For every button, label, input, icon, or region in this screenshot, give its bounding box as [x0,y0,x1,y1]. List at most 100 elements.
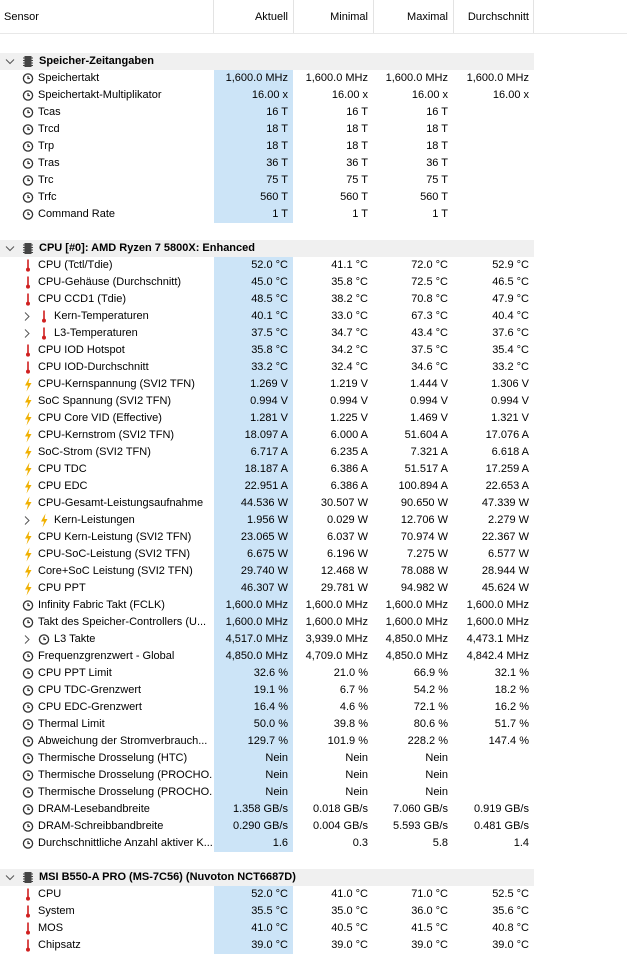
sensor-row[interactable]: SoC Spannung (SVI2 TFN) 0.994 V 0.994 V 0.9… [0,393,627,410]
sensor-row[interactable]: CPU PPT 46.307 W 29.781 W 94.982 W 45.624 W [0,580,627,597]
sensor-row[interactable]: CPU EDC 22.951 A 6.386 A 100.894 A 22.653 A [0,478,627,495]
clock-icon [22,87,36,104]
value-maximum: 41.5 °C [411,922,448,934]
value-current: 35.8 °C [214,342,293,359]
value-minimum: 39.8 % [333,718,368,730]
sensor-row[interactable]: Abweichung der Stromverbrauch... 129.7 % 1… [0,733,627,750]
sensor-row[interactable]: Speichertakt-Multiplikator 16.00 x 16.00 x… [0,87,627,104]
sensor-row[interactable]: Tcas 16 T 16 T 16 T [0,104,627,121]
sensor-row[interactable]: L3-Temperaturen 37.5 °C 34.7 °C 43.4 °C 37.6… [0,325,627,342]
sensor-row[interactable]: CPU Core VID (Effective) 1.281 V 1.225 V 1.… [0,410,627,427]
sensor-row[interactable]: CPU TDC 18.187 A 6.386 A 51.517 A 17.259 A [0,461,627,478]
value-maximum: 5.8 [432,837,448,849]
sensor-row[interactable]: SoC-Strom (SVI2 TFN) 6.717 A 6.235 A 7.321 … [0,444,627,461]
value-average: 17.259 A [485,463,529,475]
value-maximum: 1.469 V [410,412,448,424]
value-current: 44.536 W [214,495,293,512]
sensor-row[interactable]: CPU CCD1 (Tdie) 48.5 °C 38.2 °C 70.8 °C 47.9… [0,291,627,308]
sensor-row[interactable]: Tras 36 T 36 T 36 T [0,155,627,172]
lightning-icon [22,393,36,410]
value-maximum: 72.5 °C [411,276,448,288]
value-maximum: 36 T [426,157,448,169]
sensor-row[interactable]: Trcd 18 T 18 T 18 T [0,121,627,138]
value-maximum: 1,600.0 MHz [385,599,448,611]
sensor-row[interactable]: CPU 52.0 °C 41.0 °C 71.0 °C 52.5 °C [0,886,627,903]
sensor-row[interactable]: Trc 75 T 75 T 75 T [0,172,627,189]
sensor-row[interactable]: MOS 41.0 °C 40.5 °C 41.5 °C 40.8 °C [0,920,627,937]
sensor-row[interactable]: Thermische Drosselung (HTC) Nein Nein Nein [0,750,627,767]
chevron-down-icon[interactable] [4,240,16,257]
chevron-right-icon[interactable] [21,631,33,648]
sensor-row[interactable]: Takt des Speicher-Controllers (U... 1,600… [0,614,627,631]
clock-icon [22,784,36,801]
sensor-group-header[interactable]: CPU [#0]: AMD Ryzen 7 5800X: Enhanced [0,240,627,257]
chevron-down-icon[interactable] [4,53,16,70]
lightning-icon [22,495,36,512]
column-header-minimum[interactable]: Minimal [330,11,368,23]
value-minimum: 6.037 W [327,531,368,543]
sensor-row[interactable]: Speichertakt 1,600.0 MHz 1,600.0 MHz 1,600.… [0,70,627,87]
sensor-row[interactable]: CPU (Tctl/Tdie) 52.0 °C 41.1 °C 72.0 °C 52.9… [0,257,627,274]
sensor-row[interactable]: CPU-Gehäuse (Durchschnitt) 45.0 °C 35.8 °C… [0,274,627,291]
value-current: 33.2 °C [214,359,293,376]
value-maximum: 7.321 A [410,446,448,458]
sensor-row[interactable]: Frequenzgrenzwert - Global 4,850.0 MHz 4,7… [0,648,627,665]
sensor-label: Durchschnittliche Anzahl aktiver K... [38,837,212,849]
sensor-row[interactable]: CPU EDC-Grenzwert 16.4 % 4.6 % 72.1 % 16.2 % [0,699,627,716]
value-minimum: 16.00 x [331,89,368,101]
sensor-row[interactable]: Trp 18 T 18 T 18 T [0,138,627,155]
sensor-row[interactable]: Thermische Drosselung (PROCHO... Nein Nein… [0,784,627,801]
lightning-icon [22,546,36,563]
column-header-average[interactable]: Durchschnitt [467,11,529,23]
sensor-label: DRAM-Lesebandbreite [38,803,150,815]
sensor-row[interactable]: CPU IOD Hotspot 35.8 °C 34.2 °C 37.5 °C 35.4… [0,342,627,359]
value-average: 51.7 % [494,718,529,730]
sensor-row[interactable]: CPU IOD-Durchschnitt 33.2 °C 32.4 °C 34.6 °… [0,359,627,376]
sensor-row[interactable]: Core+SoC Leistung (SVI2 TFN) 29.740 W 12.4… [0,563,627,580]
value-maximum: Nein [425,752,448,764]
chevron-down-icon[interactable] [4,869,16,886]
sensor-row[interactable]: L3 Takte 4,517.0 MHz 3,939.0 MHz 4,850.0 MH… [0,631,627,648]
sensor-row[interactable]: System 35.5 °C 35.0 °C 36.0 °C 35.6 °C [0,903,627,920]
sensor-row[interactable]: DRAM-Schreibbandbreite 0.290 GB/s 0.004 GB… [0,818,627,835]
sensor-row[interactable]: Kern-Leistungen 1.956 W 0.029 W 12.706 W 2.2… [0,512,627,529]
value-minimum: 21.0 % [333,667,368,679]
chevron-right-icon[interactable] [21,308,33,325]
lightning-icon [22,563,36,580]
value-maximum: 1,600.0 MHz [385,72,448,84]
sensor-row[interactable]: CPU PPT Limit 32.6 % 21.0 % 66.9 % 32.1 % [0,665,627,682]
value-minimum: 6.000 A [330,429,368,441]
sensor-row[interactable]: DRAM-Lesebandbreite 1.358 GB/s 0.018 GB/s 7… [0,801,627,818]
sensor-row[interactable]: Thermische Drosselung (PROCHO... Nein Nein… [0,767,627,784]
value-maximum: 1.444 V [410,378,448,390]
value-current: 23.065 W [214,529,293,546]
column-header-current[interactable]: Aktuell [254,11,288,23]
sensor-row[interactable]: Chipsatz 39.0 °C 39.0 °C 39.0 °C 39.0 °C [0,937,627,954]
sensor-row[interactable]: Durchschnittliche Anzahl aktiver K... 1.6… [0,835,627,852]
sensor-row[interactable]: CPU-Gesamt-Leistungsaufnahme 44.536 W 30.5… [0,495,627,512]
sensor-row[interactable]: Command Rate 1 T 1 T 1 T [0,206,627,223]
sensor-group-header[interactable]: Speicher-Zeitangaben [0,53,627,70]
chevron-right-icon[interactable] [21,325,33,342]
sensor-group-header[interactable]: MSI B550-A PRO (MS-7C56) (Nuvoton NCT668… [0,869,627,886]
sensor-row[interactable]: CPU-SoC-Leistung (SVI2 TFN) 6.675 W 6.196 … [0,546,627,563]
sensor-label: Trcd [38,123,60,135]
value-average: 28.944 W [481,565,529,577]
value-maximum: 66.9 % [413,667,448,679]
value-average: 1.321 V [491,412,529,424]
value-minimum: 1.225 V [330,412,368,424]
sensor-row[interactable]: CPU TDC-Grenzwert 19.1 % 6.7 % 54.2 % 18.2 % [0,682,627,699]
sensor-row[interactable]: CPU Kern-Leistung (SVI2 TFN) 23.065 W 6.03… [0,529,627,546]
sensor-row[interactable]: CPU-Kernstrom (SVI2 TFN) 18.097 A 6.000 A 5… [0,427,627,444]
sensor-row[interactable]: CPU-Kernspannung (SVI2 TFN) 1.269 V 1.219 … [0,376,627,393]
column-header-maximum[interactable]: Maximal [407,11,448,23]
sensor-row[interactable]: Trfc 560 T 560 T 560 T [0,189,627,206]
value-current: Nein [214,784,293,801]
clock-icon [22,750,36,767]
column-header-sensor[interactable]: Sensor [4,11,39,23]
sensor-row[interactable]: Thermal Limit 50.0 % 39.8 % 80.6 % 51.7 % [0,716,627,733]
chevron-right-icon[interactable] [21,512,33,529]
sensor-row[interactable]: Infinity Fabric Takt (FCLK) 1,600.0 MHz 1,… [0,597,627,614]
value-minimum: 4.6 % [339,701,368,713]
sensor-row[interactable]: Kern-Temperaturen 40.1 °C 33.0 °C 67.3 °C 40… [0,308,627,325]
